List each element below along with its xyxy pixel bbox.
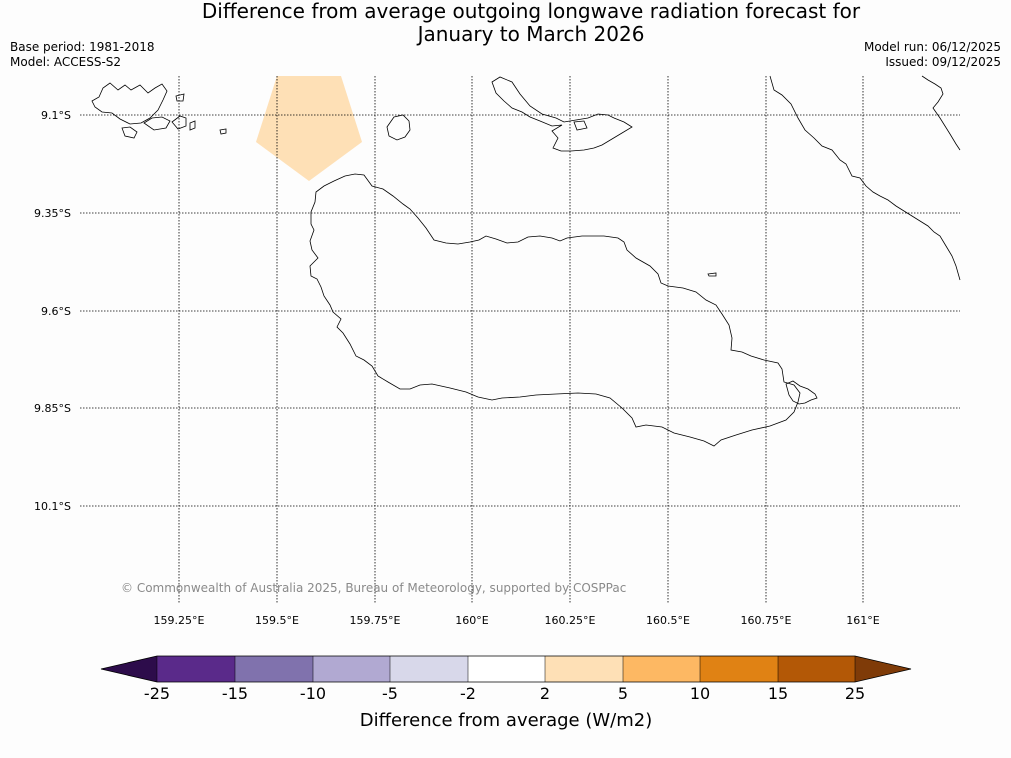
coastline-marau (785, 380, 818, 405)
lon-label: 160.5°E (646, 614, 690, 627)
colorbar-segment (468, 656, 545, 682)
colorbar-tick: 2 (540, 684, 550, 703)
coastline-russell-islands (91, 82, 168, 125)
colorbar-tick: 5 (618, 684, 628, 703)
title-line-2: January to March 2026 (417, 22, 645, 46)
lon-label: 161°E (846, 614, 879, 627)
lat-label: 9.6°S (41, 305, 71, 318)
colorbar-title: Difference from average (W/m2) (360, 710, 652, 731)
colorbar-segment (623, 656, 700, 682)
issued-date: Issued: 09/12/2025 (885, 55, 1001, 69)
coastline-malaita (769, 75, 961, 281)
lon-label: 160.75°E (741, 614, 792, 627)
lon-label: 159.5°E (255, 614, 299, 627)
colorbar-segment (390, 656, 468, 682)
model-run: Model run: 06/12/2025 (863, 40, 1001, 54)
colorbar-extend-low (101, 656, 157, 682)
colorbar-segment (157, 656, 235, 682)
colorbar-segment (700, 656, 778, 682)
colorbar-extend-high (855, 656, 911, 682)
lat-label: 9.85°S (34, 402, 71, 415)
colorbar-tick: -2 (460, 684, 476, 703)
map-title: Difference from average outgoing longwav… (80, 0, 982, 46)
model-name: Model: ACCESS-S2 (10, 55, 122, 69)
coastline-guadalcanal (309, 173, 801, 447)
base-period: Base period: 1981-2018 (10, 40, 155, 54)
lat-labels: 9.1°S 9.35°S 9.6°S 9.85°S 10.1°S (34, 109, 71, 513)
lat-label: 9.35°S (34, 207, 71, 220)
colorbar-tick: -5 (382, 684, 398, 703)
colorbar-tick: -25 (144, 684, 170, 703)
colorbar-tick: 25 (845, 684, 865, 703)
lon-label: 160°E (455, 614, 488, 627)
coastline-savo (386, 114, 411, 141)
lon-label: 160.25°E (545, 614, 596, 627)
lon-labels: 159.25°E 159.5°E 159.75°E 160°E 160.25°E… (154, 614, 880, 627)
colorbar-segment (235, 656, 313, 682)
colorbar-segment (545, 656, 623, 682)
title-line-1: Difference from average outgoing longwav… (201, 0, 861, 23)
meta-left: Base period: 1981-2018 Model: ACCESS-S2 (10, 40, 155, 70)
colorbar: -25 -15 -10 -5 -2 2 5 10 15 25 Differenc… (100, 655, 912, 731)
colorbar-tick: -10 (300, 684, 326, 703)
lat-label: 9.1°S (41, 109, 71, 122)
colorbar-tick: 15 (768, 684, 788, 703)
coastlines (91, 75, 961, 447)
lon-label: 159.75°E (350, 614, 401, 627)
colorbar-segment (778, 656, 855, 682)
colorbar-tick: -15 (222, 684, 248, 703)
coastline-florida-islands (491, 76, 633, 152)
copyright-notice: © Commonwealth of Australia 2025, Bureau… (121, 581, 626, 595)
lat-label: 10.1°S (34, 500, 71, 513)
gridlines (80, 76, 960, 604)
anomaly-region (256, 76, 362, 181)
colorbar-tick: 10 (690, 684, 710, 703)
meta-right: Model run: 06/12/2025 Issued: 09/12/2025 (864, 40, 1001, 70)
colorbar-segment (313, 656, 390, 682)
lon-label: 159.25°E (154, 614, 205, 627)
